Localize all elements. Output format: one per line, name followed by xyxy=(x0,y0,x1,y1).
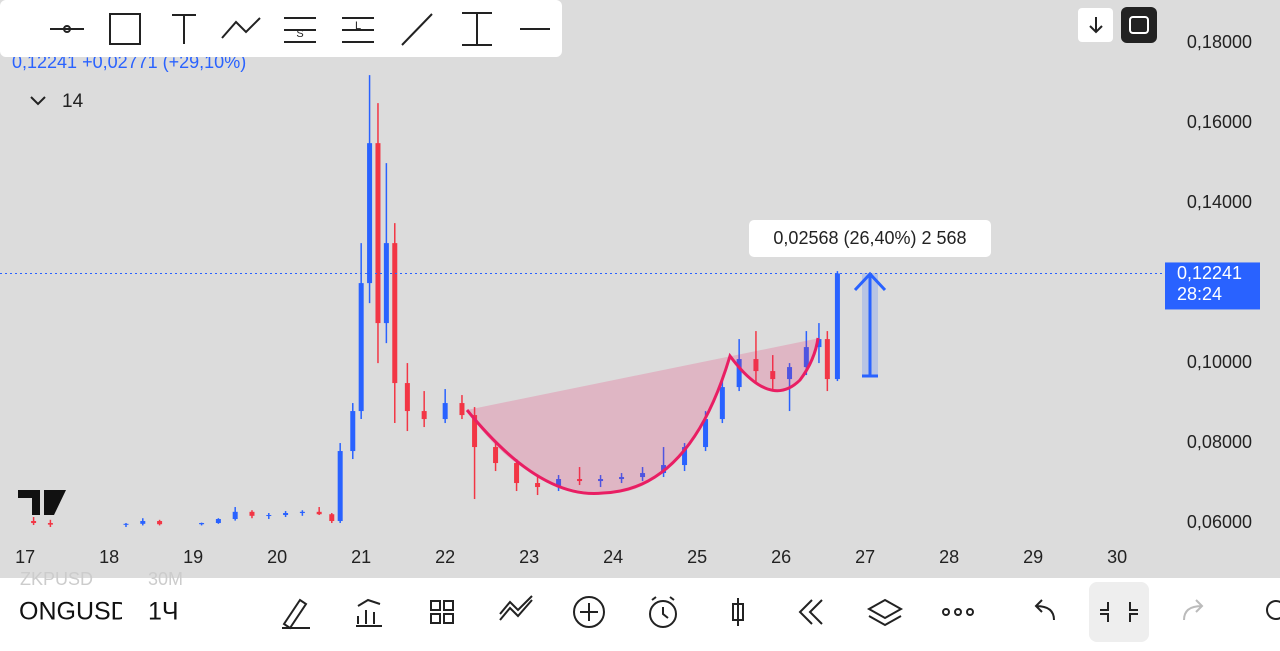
x-tick-label: 23 xyxy=(519,547,539,567)
redo-icon[interactable] xyxy=(1183,599,1204,621)
y-tick-label: 0,10000 xyxy=(1187,352,1252,372)
x-tick-label: 17 xyxy=(15,547,35,567)
candle-body xyxy=(770,371,776,380)
candle-body xyxy=(535,483,541,488)
collapse-icon xyxy=(1100,602,1138,622)
fullscreen-icon xyxy=(1129,16,1149,34)
candle-body xyxy=(199,523,205,525)
pattern-fill xyxy=(467,338,820,494)
candle-body xyxy=(283,513,289,516)
candle-body xyxy=(472,415,478,448)
collapse-button[interactable] xyxy=(1089,582,1149,642)
candle-body xyxy=(619,477,625,480)
candle-body xyxy=(753,359,759,372)
measure-label: 0,02568 (26,40%) 2 568 xyxy=(773,228,966,248)
download-icon xyxy=(1089,17,1103,34)
x-tick-label: 25 xyxy=(687,547,707,567)
candle-body xyxy=(358,283,364,412)
candle-body xyxy=(232,511,238,520)
last-price-box xyxy=(1165,262,1260,310)
candle-body xyxy=(31,521,37,524)
candle-body xyxy=(215,519,221,524)
previous-interval[interactable]: 30M xyxy=(148,569,183,589)
x-tick-label: 29 xyxy=(1023,547,1043,567)
candle-body xyxy=(598,479,604,482)
symbol-clip: ONGUSD xyxy=(19,598,129,626)
candle-body xyxy=(421,411,427,420)
candle-body xyxy=(493,447,499,464)
candle-body xyxy=(375,143,381,324)
candle-body xyxy=(816,339,822,348)
candle-body xyxy=(834,273,840,380)
measure-arrow-head xyxy=(853,271,887,378)
candle-body xyxy=(514,463,520,484)
candle-body xyxy=(350,411,356,452)
candle-body xyxy=(824,339,830,380)
y-tick-label: 0,18000 xyxy=(1187,32,1252,52)
candle-body xyxy=(123,523,129,525)
x-tick-label: 18 xyxy=(99,547,119,567)
y-tick-label: 0,06000 xyxy=(1187,512,1252,532)
plot-area: 17 18 19 20 21 22 23 24 25 26 27 28 29 30 0,06000 0,080… xyxy=(0,32,1260,567)
icon-glyph: L xyxy=(355,20,361,32)
x-tick-label: 19 xyxy=(183,547,203,567)
symbol[interactable]: ONGUSD xyxy=(19,598,129,626)
candle-body xyxy=(459,403,465,416)
candle-body xyxy=(404,383,410,412)
candle-body xyxy=(47,523,53,525)
y-tick-label: 0,16000 xyxy=(1187,112,1252,132)
candle-body xyxy=(640,473,646,478)
interval-label[interactable]: 14 xyxy=(62,91,84,112)
candle-body xyxy=(682,447,688,466)
toolbar-icons[interactable] xyxy=(50,12,550,46)
last-price-label: 0,12241 xyxy=(1177,263,1242,283)
x-tick-label: 20 xyxy=(267,547,287,567)
candle-body xyxy=(392,243,398,384)
collapse-icon[interactable] xyxy=(30,96,46,106)
candle-body xyxy=(803,347,809,368)
y-tick-label: 0,08000 xyxy=(1187,432,1252,452)
candle-body xyxy=(140,521,146,524)
candle-body xyxy=(299,511,305,514)
chart-background xyxy=(0,0,1280,578)
more-icon[interactable] xyxy=(1266,600,1280,620)
icon-glyph: S xyxy=(296,28,303,40)
x-tick-label: 21 xyxy=(351,547,371,567)
y-tick-label: 0,14000 xyxy=(1187,192,1252,212)
candle-body xyxy=(719,387,725,420)
candle-body xyxy=(266,515,272,517)
candle-body xyxy=(383,243,389,324)
previous-symbol[interactable]: ZKPUSD xyxy=(20,569,93,589)
candle-body xyxy=(337,451,343,522)
candle-body xyxy=(329,514,335,522)
candle-body xyxy=(367,143,373,284)
candle-body xyxy=(316,511,322,515)
candle-body xyxy=(787,367,793,380)
measure-box xyxy=(749,220,991,257)
cup-handle-drawing xyxy=(465,337,820,496)
fullscreen-button[interactable] xyxy=(1121,7,1157,43)
x-tick-label: 22 xyxy=(435,547,455,567)
bottom-toolbar xyxy=(0,578,1280,646)
candle-body xyxy=(157,521,163,525)
candle-body xyxy=(577,479,583,482)
candle-body xyxy=(249,511,255,516)
x-tick-label: 30 xyxy=(1107,547,1127,567)
x-tick-label: 26 xyxy=(771,547,791,567)
x-tick-label: 24 xyxy=(603,547,623,567)
logo xyxy=(18,490,66,515)
candle-body xyxy=(703,419,709,448)
countdown-label: 28:24 xyxy=(1177,284,1222,304)
candle-body xyxy=(736,359,742,388)
x-tick-label: 27 xyxy=(855,547,875,567)
candle-body xyxy=(556,479,562,488)
x-tick-label: 28 xyxy=(939,547,959,567)
symbol-interval[interactable]: 1Ч xyxy=(148,598,179,626)
bottom-icons[interactable] xyxy=(282,595,1055,630)
candle-body xyxy=(442,403,448,420)
